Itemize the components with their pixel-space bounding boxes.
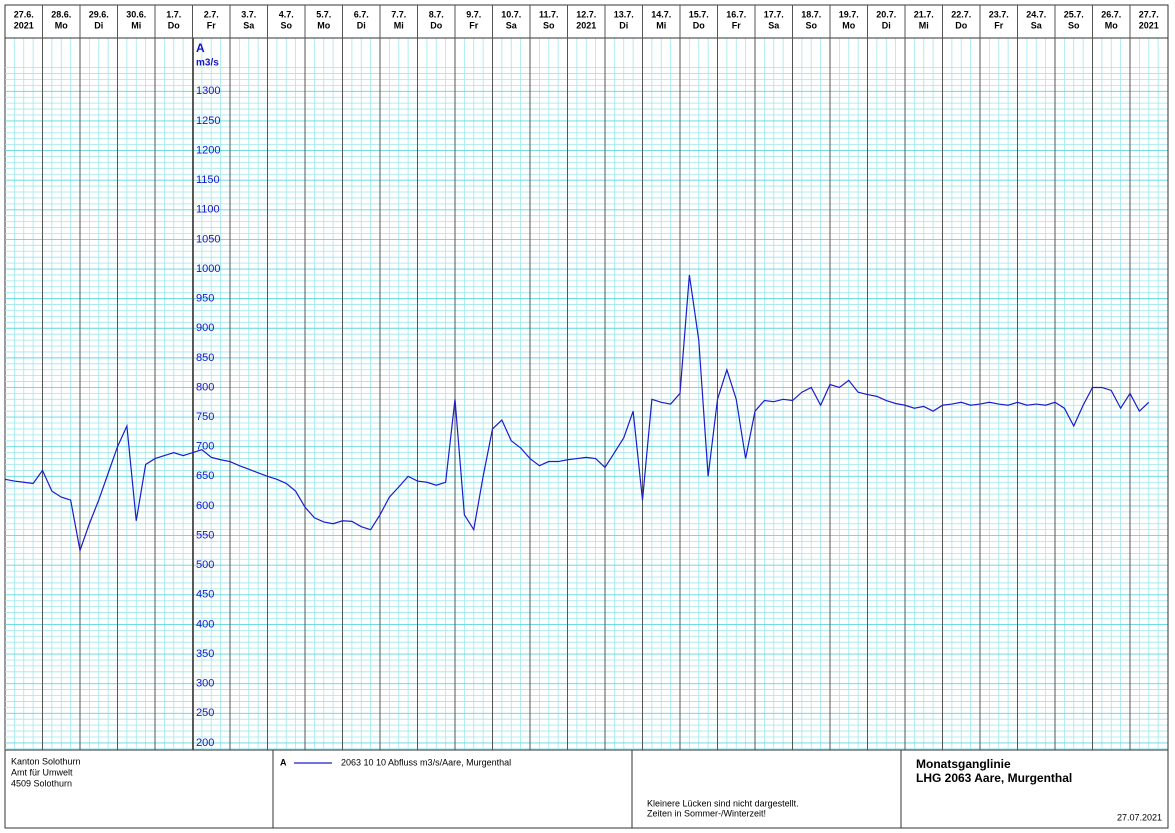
y-tick-label: 1150 — [196, 174, 220, 186]
x-tick-sublabel: So — [280, 20, 292, 30]
y-tick-label: 1250 — [196, 115, 220, 127]
x-tick-sublabel: Do — [955, 20, 967, 30]
x-tick-label: 29.6. — [89, 9, 109, 19]
y-tick-label: 400 — [196, 618, 214, 630]
y-tick-label: 950 — [196, 293, 214, 305]
x-tick-label: 3.7. — [241, 9, 256, 19]
footer-subtitle: LHG 2063 Aare, Murgenthal — [916, 771, 1072, 785]
y-tick-label: 750 — [196, 411, 214, 423]
note: Zeiten in Sommer-/Winterzeit! — [647, 808, 766, 818]
x-tick-label: 19.7. — [839, 9, 859, 19]
y-tick-label: 1100 — [196, 204, 220, 216]
x-tick-sublabel: So — [543, 20, 555, 30]
x-tick-sublabel: Mi — [919, 20, 929, 30]
x-tick-sublabel: 2021 — [14, 20, 34, 30]
x-tick-label: 12.7. — [576, 9, 596, 19]
x-tick-sublabel: So — [1068, 20, 1080, 30]
x-tick-sublabel: Sa — [506, 20, 518, 30]
x-tick-sublabel: 2021 — [576, 20, 596, 30]
y-tick-label: 450 — [196, 589, 214, 601]
x-tick-label: 10.7. — [501, 9, 521, 19]
x-tick-label: 27.6. — [14, 9, 34, 19]
y-tick-label: 550 — [196, 529, 214, 541]
footer-date: 27.07.2021 — [1117, 812, 1162, 822]
x-tick-label: 28.6. — [51, 9, 71, 19]
y-tick-label: 350 — [196, 648, 214, 660]
x-tick-label: 4.7. — [279, 9, 294, 19]
y-tick-label: 200 — [196, 737, 214, 749]
x-tick-label: 9.7. — [466, 9, 481, 19]
x-tick-sublabel: Fr — [207, 20, 216, 30]
x-tick-sublabel: Mo — [55, 20, 68, 30]
note: Kleinere Lücken sind nicht dargestellt. — [647, 798, 799, 808]
x-tick-label: 13.7. — [614, 9, 634, 19]
y-tick-label: 1300 — [196, 85, 220, 97]
x-tick-label: 15.7. — [689, 9, 709, 19]
x-tick-sublabel: Fr — [469, 20, 478, 30]
grid — [5, 38, 1168, 750]
x-tick-sublabel: Do — [430, 20, 442, 30]
x-tick-label: 2.7. — [204, 9, 219, 19]
x-tick-sublabel: So — [805, 20, 817, 30]
x-tick-sublabel: Di — [619, 20, 628, 30]
x-tick-sublabel: Mo — [317, 20, 330, 30]
x-tick-label: 18.7. — [801, 9, 821, 19]
x-tick-sublabel: Fr — [994, 20, 1003, 30]
y-tick-label: 850 — [196, 352, 214, 364]
x-tick-sublabel: Di — [357, 20, 366, 30]
x-tick-label: 30.6. — [126, 9, 146, 19]
x-tick-sublabel: Do — [168, 20, 180, 30]
y-tick-label: 1000 — [196, 263, 220, 275]
x-tick-label: 1.7. — [166, 9, 181, 19]
x-tick-sublabel: Di — [882, 20, 891, 30]
y-tick-label: 1050 — [196, 233, 220, 245]
x-tick-label: 6.7. — [354, 9, 369, 19]
x-tick-label: 27.7. — [1139, 9, 1159, 19]
x-tick-sublabel: Sa — [1031, 20, 1043, 30]
x-tick-label: 23.7. — [989, 9, 1009, 19]
x-tick-label: 20.7. — [876, 9, 896, 19]
x-tick-label: 7.7. — [391, 9, 406, 19]
x-tick-sublabel: Sa — [768, 20, 780, 30]
x-tick-sublabel: Mi — [656, 20, 666, 30]
org-line: 4509 Solothurn — [11, 778, 72, 788]
legend-label: 2063 10 10 Abfluss m3/s/Aare, Murgenthal — [341, 757, 511, 767]
x-tick-label: 5.7. — [316, 9, 331, 19]
y-unit: m3/s — [196, 58, 219, 69]
y-tick-label: 800 — [196, 381, 214, 393]
y-tick-label: 300 — [196, 678, 214, 690]
x-tick-sublabel: Mo — [1105, 20, 1118, 30]
legend-letter: A — [280, 757, 287, 767]
x-tick-label: 8.7. — [429, 9, 444, 19]
x-tick-label: 21.7. — [914, 9, 934, 19]
x-tick-label: 16.7. — [726, 9, 746, 19]
org-line: Amt für Umwelt — [11, 767, 73, 777]
y-tick-label: 1200 — [196, 144, 220, 156]
axis-letter: A — [196, 41, 205, 55]
footer-title: Monatsganglinie — [916, 757, 1011, 771]
org-line: Kanton Solothurn — [11, 756, 81, 766]
x-tick-sublabel: Mi — [131, 20, 141, 30]
y-tick-label: 250 — [196, 707, 214, 719]
series-line — [4, 274, 1150, 553]
x-tick-sublabel: Mi — [394, 20, 404, 30]
x-tick-label: 17.7. — [764, 9, 784, 19]
x-tick-sublabel: Fr — [732, 20, 741, 30]
x-tick-label: 26.7. — [1101, 9, 1121, 19]
x-tick-sublabel: Do — [693, 20, 705, 30]
x-tick-sublabel: Di — [94, 20, 103, 30]
x-tick-label: 22.7. — [951, 9, 971, 19]
y-tick-label: 600 — [196, 500, 214, 512]
x-tick-sublabel: Mo — [842, 20, 855, 30]
x-tick-label: 24.7. — [1026, 9, 1046, 19]
x-tick-label: 25.7. — [1064, 9, 1084, 19]
x-tick-sublabel: 2021 — [1139, 20, 1159, 30]
x-tick-label: 11.7. — [539, 9, 559, 19]
y-tick-label: 650 — [196, 470, 214, 482]
y-tick-label: 500 — [196, 559, 214, 571]
x-tick-label: 14.7. — [651, 9, 671, 19]
y-tick-label: 900 — [196, 322, 214, 334]
x-tick-sublabel: Sa — [243, 20, 255, 30]
